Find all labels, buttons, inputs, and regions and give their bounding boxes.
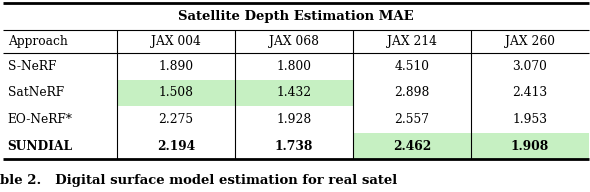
Text: 2.194: 2.194 — [157, 140, 195, 153]
Text: S-NeRF: S-NeRF — [8, 60, 56, 73]
Text: 2.462: 2.462 — [393, 140, 431, 153]
Text: 1.738: 1.738 — [275, 140, 313, 153]
Text: 2.557: 2.557 — [394, 113, 430, 126]
Text: SatNeRF: SatNeRF — [8, 86, 64, 99]
Text: JAX 068: JAX 068 — [269, 35, 319, 48]
Text: 4.510: 4.510 — [394, 60, 430, 73]
Text: 1.908: 1.908 — [511, 140, 549, 153]
Text: 1.890: 1.890 — [159, 60, 194, 73]
Text: 1.508: 1.508 — [159, 86, 194, 99]
Text: 3.070: 3.070 — [512, 60, 548, 73]
Text: EO-NeRF*: EO-NeRF* — [8, 113, 73, 126]
Text: Satellite Depth Estimation MAE: Satellite Depth Estimation MAE — [178, 10, 414, 23]
Text: 1.928: 1.928 — [276, 113, 312, 126]
Text: 1.800: 1.800 — [277, 60, 312, 73]
Text: SUNDIAL: SUNDIAL — [8, 140, 73, 153]
Text: 2.898: 2.898 — [394, 86, 430, 99]
Text: JAX 214: JAX 214 — [387, 35, 437, 48]
Text: JAX 004: JAX 004 — [151, 35, 201, 48]
Text: 2.275: 2.275 — [159, 113, 194, 126]
Text: Approach: Approach — [8, 35, 67, 48]
Text: 1.953: 1.953 — [512, 113, 548, 126]
Text: ble 2.   Digital surface model estimation for real satel: ble 2. Digital surface model estimation … — [0, 174, 397, 187]
Text: 2.413: 2.413 — [512, 86, 548, 99]
Text: 1.432: 1.432 — [277, 86, 312, 99]
Text: JAX 260: JAX 260 — [505, 35, 555, 48]
